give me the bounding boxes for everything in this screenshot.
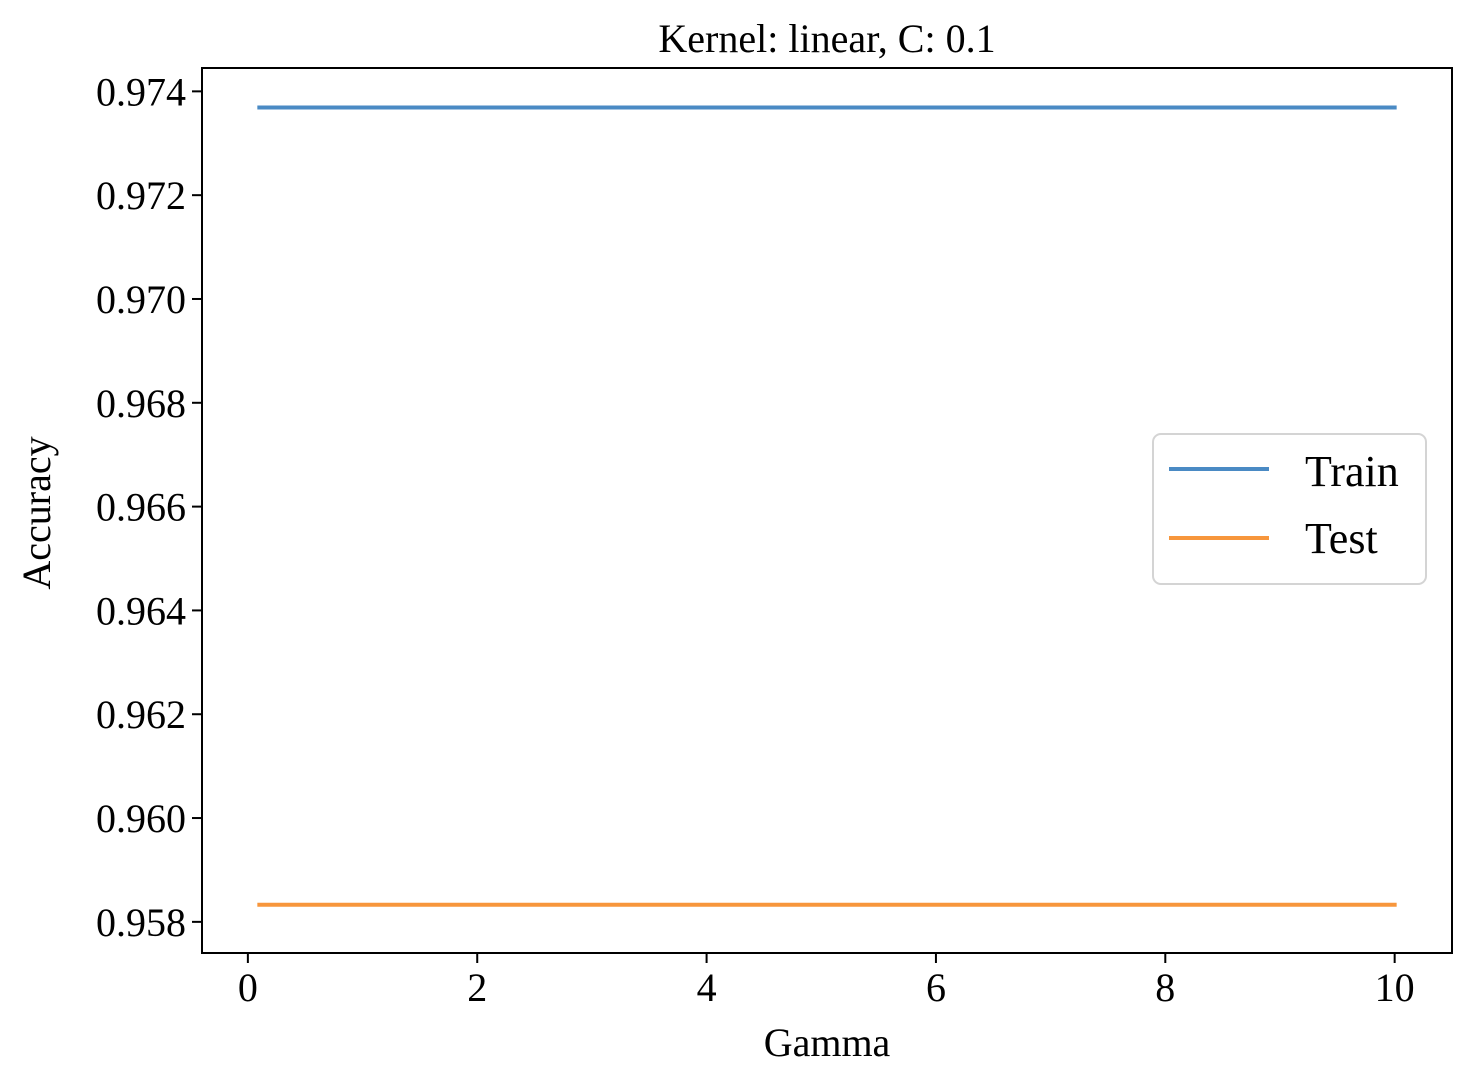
legend-label-test: Test xyxy=(1305,514,1378,563)
x-axis: 0 2 4 6 8 10 xyxy=(238,953,1415,1010)
y-tick-label: 0.964 xyxy=(96,588,186,633)
x-tick-label: 6 xyxy=(926,965,946,1010)
y-axis-label: Accuracy xyxy=(14,436,59,589)
legend-label-train: Train xyxy=(1305,447,1399,496)
chart-title: Kernel: linear, C: 0.1 xyxy=(658,16,995,61)
x-tick-label: 8 xyxy=(1155,965,1175,1010)
x-tick-label: 10 xyxy=(1375,965,1415,1010)
y-tick-label: 0.974 xyxy=(96,69,186,114)
legend-box xyxy=(1152,433,1427,585)
y-tick-label: 0.968 xyxy=(96,381,186,426)
y-tick-label: 0.970 xyxy=(96,277,186,322)
y-tick-label: 0.958 xyxy=(96,900,186,945)
y-tick-label: 0.962 xyxy=(96,692,186,737)
x-tick-label: 0 xyxy=(238,965,258,1010)
x-tick-label: 2 xyxy=(467,965,487,1010)
legend: Train Test xyxy=(1152,433,1427,585)
series-layer xyxy=(257,105,1397,907)
y-tick-label: 0.966 xyxy=(96,485,186,530)
y-tick-label: 0.972 xyxy=(96,173,186,218)
y-axis: 0.958 0.960 0.962 0.964 0.966 0.968 0.970 0.972… xyxy=(96,69,202,945)
x-tick-label: 4 xyxy=(697,965,717,1010)
y-tick-label: 0.960 xyxy=(96,796,186,841)
x-axis-label: Gamma xyxy=(764,1020,891,1065)
